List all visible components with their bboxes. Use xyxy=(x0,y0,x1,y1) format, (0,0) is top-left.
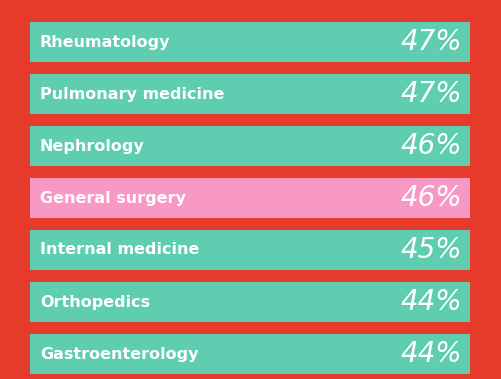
Text: Gastroenterology: Gastroenterology xyxy=(40,346,198,362)
Bar xyxy=(30,22,470,62)
Text: 45%: 45% xyxy=(400,236,462,264)
Bar xyxy=(30,230,470,270)
Text: General surgery: General surgery xyxy=(40,191,186,205)
Text: Orthopedics: Orthopedics xyxy=(40,294,150,310)
Bar xyxy=(30,74,470,114)
Text: Nephrology: Nephrology xyxy=(40,138,145,153)
Text: 44%: 44% xyxy=(400,288,462,316)
Bar xyxy=(30,282,470,322)
Text: 44%: 44% xyxy=(400,340,462,368)
Text: Internal medicine: Internal medicine xyxy=(40,243,199,257)
Text: 46%: 46% xyxy=(400,184,462,212)
Text: 47%: 47% xyxy=(400,28,462,56)
Bar xyxy=(30,126,470,166)
Bar xyxy=(30,178,470,218)
Text: 47%: 47% xyxy=(400,80,462,108)
Text: 46%: 46% xyxy=(400,132,462,160)
Bar xyxy=(30,334,470,374)
Text: Pulmonary medicine: Pulmonary medicine xyxy=(40,86,224,102)
Text: Rheumatology: Rheumatology xyxy=(40,34,170,50)
